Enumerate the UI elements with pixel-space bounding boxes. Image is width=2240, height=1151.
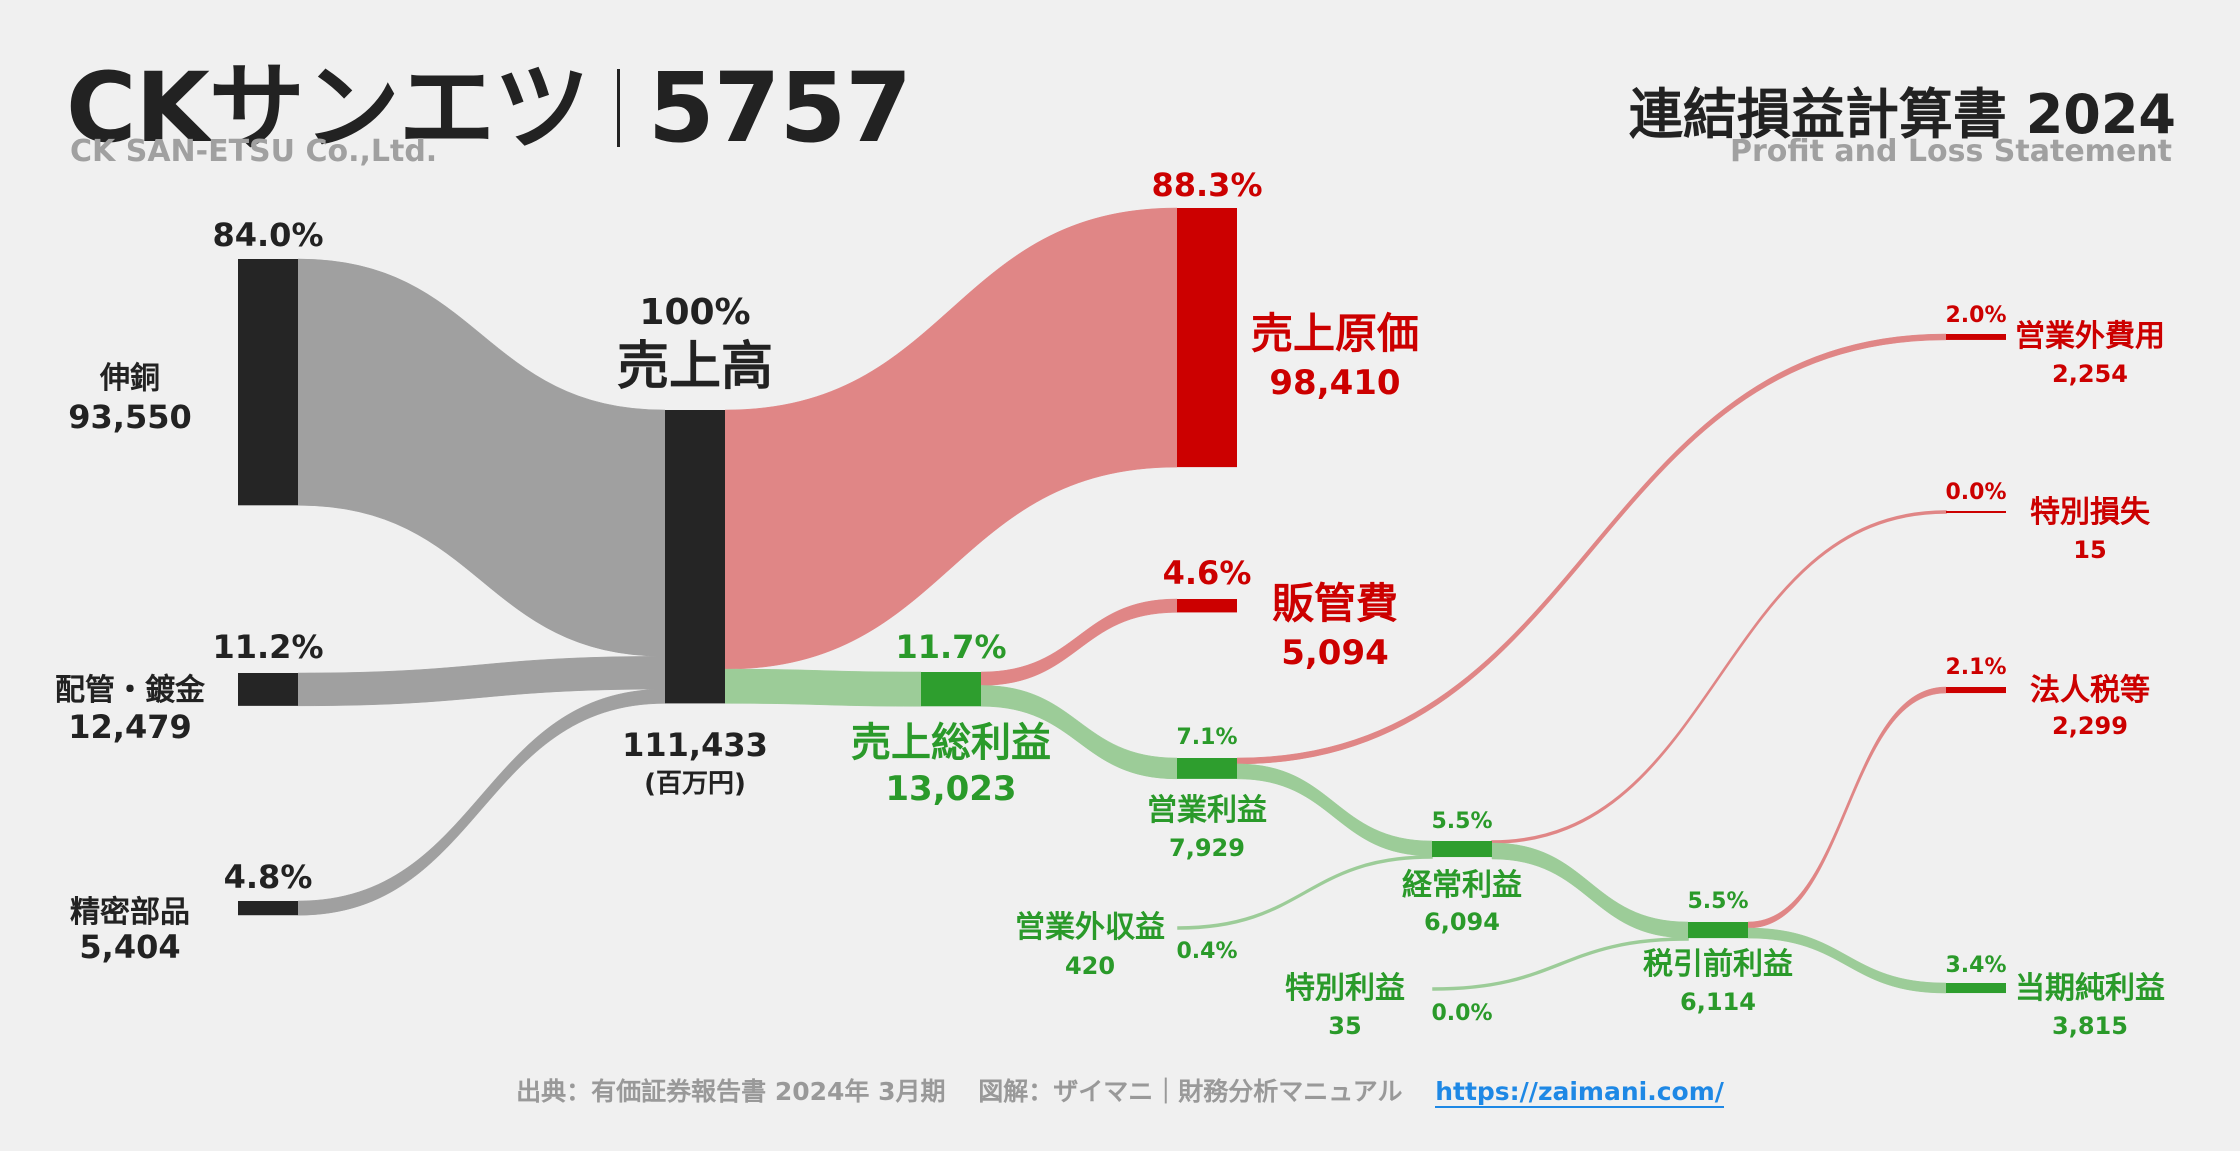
link-gross-sga: [980, 598, 1178, 686]
link-ordinary-ext_loss: [1491, 510, 1947, 844]
node-revenue: [665, 410, 725, 704]
title-divider: [616, 69, 620, 147]
link-seimitsu-revenue: [297, 688, 666, 916]
node-net: [1946, 983, 2006, 994]
label-net-pct: 3.4%: [1945, 953, 2006, 978]
node-pretax: [1688, 922, 1748, 939]
link-shindo-revenue: [297, 258, 666, 657]
label-unit: (百万円): [644, 769, 746, 799]
label-tax-value: 2,299: [2052, 712, 2128, 740]
node-ordinary: [1432, 841, 1492, 858]
company-name-en: CK SAN-ETSU Co.,Ltd.: [70, 134, 438, 169]
label-cogs-pct: 88.3%: [1151, 166, 1262, 204]
node-cogs: [1177, 208, 1237, 468]
footer-source: 出典：有価証券報告書 2024年 3月期: [516, 1077, 946, 1106]
label-shindo-pct: 84.0%: [212, 216, 323, 254]
label-net-value: 3,815: [2052, 1012, 2128, 1040]
label-haikan-value: 12,479: [68, 708, 191, 746]
label-pretax-name: 税引前利益: [1643, 947, 1793, 982]
label-nonop-inc-value: 420: [1065, 952, 1115, 980]
label-seimitsu-name: 精密部品: [70, 895, 190, 930]
link-revenue-gross: [724, 668, 922, 707]
label-ext-gain-name: 特別利益: [1285, 971, 1405, 1006]
node-nonop_exp: [1946, 334, 2006, 340]
node-op: [1177, 758, 1237, 779]
label-revenue-name: 売上高: [617, 337, 773, 397]
label-ext-loss-value: 15: [2073, 536, 2106, 564]
label-ordinary-value: 6,094: [1424, 908, 1500, 936]
company-title: CKサンエツ 5757: [66, 30, 912, 169]
label-shindo-value: 93,550: [68, 398, 191, 436]
label-ext-loss-pct: 0.0%: [1945, 480, 2006, 505]
label-shindo-name: 伸銅: [99, 361, 160, 396]
footer-credit: 図解：ザイマニ｜財務分析マニュアル: [978, 1077, 1403, 1106]
link-op-nonop_exp: [1236, 333, 1947, 765]
footer: 出典：有価証券報告書 2024年 3月期 図解：ザイマニ｜財務分析マニュアル h…: [0, 1072, 2240, 1108]
node-seimitsu: [238, 901, 298, 916]
node-haikan: [238, 673, 298, 706]
label-haikan-name: 配管・鍍金: [55, 673, 206, 708]
label-ext-loss-name: 特別損失: [2030, 495, 2151, 530]
label-pretax-pct: 5.5%: [1687, 889, 1748, 914]
label-nonop-exp-pct: 2.0%: [1945, 303, 2006, 328]
label-nonop-exp-name: 営業外費用: [2015, 319, 2165, 354]
label-op-value: 7,929: [1169, 834, 1245, 862]
label-net-name: 当期純利益: [2015, 971, 2165, 1006]
label-revenue-pct: 100%: [639, 292, 750, 333]
label-ordinary-name: 経常利益: [1402, 868, 1522, 903]
label-op-pct: 7.1%: [1176, 725, 1237, 750]
label-tax-name: 法人税等: [2030, 673, 2150, 708]
link-pretax-net: [1747, 927, 1947, 994]
label-nonop-inc-pct: 0.4%: [1176, 939, 1237, 964]
label-sga-pct: 4.6%: [1163, 554, 1252, 592]
label-cogs-value: 98,410: [1269, 363, 1400, 403]
node-tax: [1946, 687, 2006, 694]
label-haikan-pct: 11.2%: [212, 628, 323, 666]
link-nonop_inc-ordinary: [1177, 855, 1433, 930]
label-pretax-value: 6,114: [1680, 988, 1756, 1016]
label-ext-gain-value: 35: [1328, 1012, 1361, 1040]
link-ext_gain-pretax: [1432, 937, 1689, 991]
label-seimitsu-value: 5,404: [79, 928, 180, 966]
label-op-name: 営業利益: [1147, 793, 1267, 828]
label-ordinary-pct: 5.5%: [1431, 809, 1492, 834]
label-sga-name: 販管費: [1272, 579, 1398, 628]
label-seimitsu-pct: 4.8%: [224, 858, 313, 896]
node-shindo: [238, 259, 298, 506]
node-gross: [921, 672, 981, 707]
label-cogs-name: 売上原価: [1251, 309, 1419, 358]
label-tax-pct: 2.1%: [1945, 655, 2006, 680]
company-name: CKサンエツ: [66, 52, 590, 164]
label-revenue-value: 111,433: [622, 726, 768, 764]
label-gross-value: 13,023: [885, 769, 1016, 809]
ticker-code: 5757: [647, 52, 912, 164]
footer-url-link[interactable]: https://zaimani.com/: [1435, 1077, 1724, 1108]
statement-title-en: Profit and Loss Statement: [1729, 134, 2172, 169]
label-nonop-exp-value: 2,254: [2052, 360, 2128, 388]
label-sga-value: 5,094: [1281, 633, 1389, 673]
node-ext_loss: [1946, 511, 2006, 513]
label-ext-gain-pct: 0.0%: [1431, 1001, 1492, 1026]
node-sga: [1177, 599, 1237, 613]
label-nonop-inc-name: 営業外収益: [1015, 910, 1165, 945]
link-revenue-cogs: [724, 207, 1178, 670]
link-pretax-tax: [1747, 686, 1947, 929]
label-gross-name: 売上総利益: [851, 720, 1051, 766]
label-gross-pct: 11.7%: [895, 628, 1006, 666]
statement-title: 連結損益計算書 2024: [1628, 83, 2176, 146]
